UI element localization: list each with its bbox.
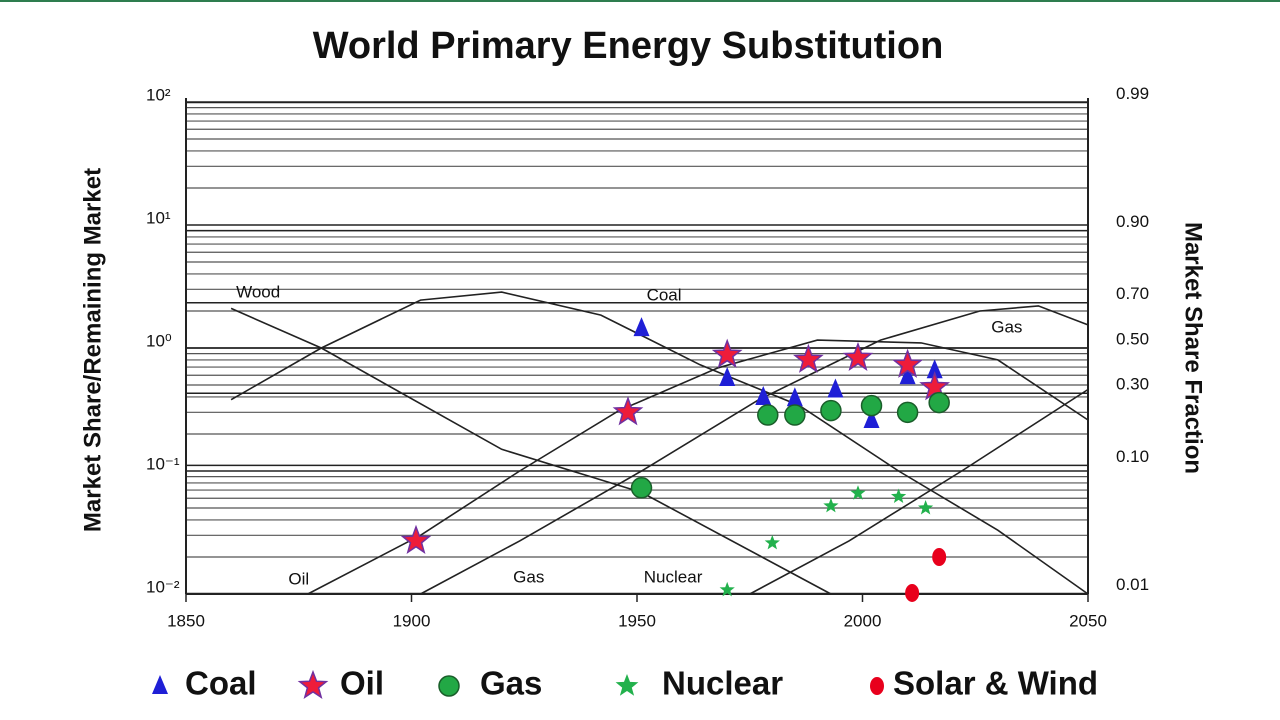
annotation: Gas [513, 567, 544, 586]
curve [230, 291, 1089, 595]
curve [420, 305, 1089, 595]
y2-tick-label: 0.70 [1116, 284, 1149, 303]
circle-marker [860, 394, 883, 417]
circle-marker [928, 391, 950, 414]
y2-tick-label: 0.50 [1116, 329, 1149, 348]
triangle-marker [633, 317, 650, 337]
y-tick-label: 10⁻¹ [146, 454, 180, 473]
y2-tick-label: 0.01 [1116, 575, 1149, 594]
legend-marker [297, 669, 329, 700]
y-tick-label: 10² [146, 85, 171, 104]
circle-marker [896, 401, 919, 424]
legend-label: Gas [480, 665, 542, 702]
triangle-marker [719, 367, 736, 387]
annotation: Coal [647, 285, 682, 304]
star-marker [918, 500, 934, 515]
triangle-marker [899, 365, 916, 385]
star-marker [892, 348, 923, 378]
curve [230, 307, 832, 595]
curve [307, 339, 1089, 595]
y2-tick-label: 0.30 [1116, 375, 1149, 394]
legend-label: Coal [185, 665, 257, 702]
x-tick-label: 2000 [844, 611, 882, 630]
triangle-marker [926, 359, 943, 379]
triangle-marker [786, 387, 803, 407]
annotation: Wood [236, 282, 280, 301]
y-tick-label: 10⁻² [146, 577, 180, 596]
x-tick-label: 1850 [167, 611, 205, 630]
annotation: Oil [288, 569, 309, 588]
y2-axis-label: Market Share Fraction [1180, 222, 1207, 474]
circle-marker [757, 404, 779, 426]
annotation: Gas [991, 318, 1022, 337]
legend-marker [870, 677, 884, 695]
triangle-marker [863, 408, 880, 428]
star-marker [764, 535, 780, 550]
legend-label: Nuclear [662, 665, 783, 702]
star-marker [711, 338, 743, 368]
dot-marker [932, 547, 947, 566]
x-tick-label: 1950 [618, 611, 656, 630]
circle-marker [784, 404, 806, 426]
star-marker [612, 396, 644, 426]
legend-label: Solar & Wind [893, 665, 1098, 702]
y2-tick-label: 0.90 [1116, 212, 1149, 231]
star-marker [823, 497, 839, 513]
star-marker [400, 524, 432, 555]
legend-marker [152, 675, 168, 694]
y-tick-label: 10⁰ [146, 331, 172, 350]
legend-marker [615, 674, 639, 696]
circle-marker [630, 477, 653, 499]
star-marker [719, 581, 735, 597]
annotation: Nuclear [644, 567, 703, 586]
y-axis-label: Market Share/Remaining Market [79, 168, 106, 532]
legend-marker [438, 675, 460, 697]
x-tick-label: 2050 [1069, 611, 1107, 630]
curve [749, 388, 1089, 595]
x-tick-label: 1900 [393, 611, 431, 630]
y2-tick-label: 0.10 [1116, 447, 1149, 466]
star-marker [850, 485, 866, 500]
legend-label: Oil [340, 665, 384, 702]
star-marker [842, 341, 874, 372]
chart-title: World Primary Energy Substitution [313, 25, 944, 67]
star-marker [793, 343, 824, 373]
circle-marker [820, 399, 842, 422]
y2-tick-label: 0.99 [1116, 84, 1149, 103]
dot-marker [905, 583, 920, 602]
triangle-marker [827, 378, 844, 398]
y-tick-label: 10¹ [146, 208, 171, 227]
triangle-marker [755, 385, 772, 405]
star-marker [891, 488, 907, 503]
